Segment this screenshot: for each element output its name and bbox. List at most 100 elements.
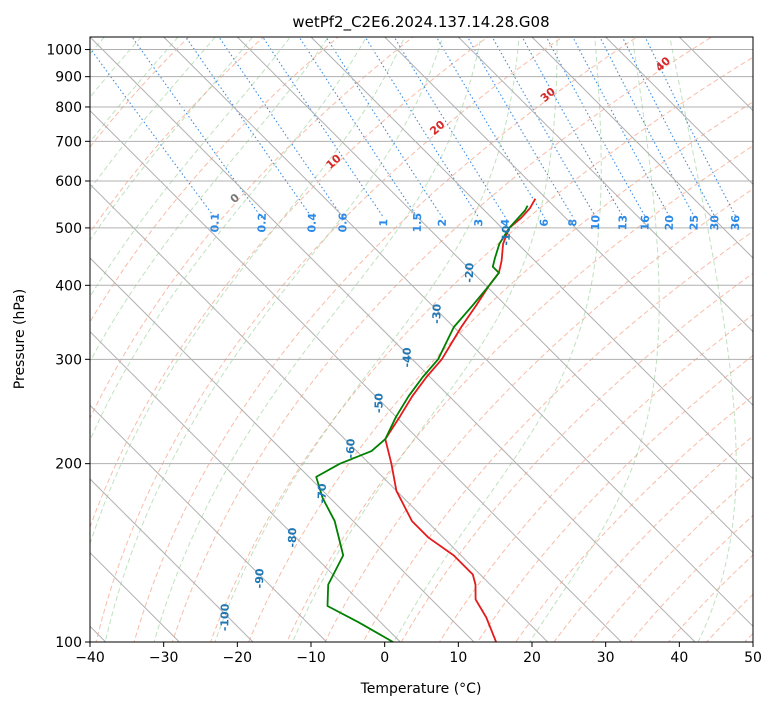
mixing-ratio-label: 13: [616, 215, 629, 231]
isotherm-line: [531, 37, 753, 259]
y-tick-label: 200: [55, 457, 82, 473]
isotherm-line: [90, 183, 549, 642]
moist-adiabat-line: [104, 37, 444, 642]
isotherm-label: -70: [315, 483, 329, 504]
y-tick-label: 1000: [46, 43, 82, 59]
isotherm-line: [457, 37, 753, 333]
mixing-ratio-lines: [90, 37, 737, 219]
dry-adiabat-line: [90, 37, 414, 420]
x-tick-label: 0: [380, 650, 389, 666]
mixing-ratio-line: [262, 37, 385, 219]
plot-area: 0.1 0.2 0.4 0.6 1 1.5 2 3 4 6 8 10 13 16 20 25 30 36 -100 -…: [90, 37, 753, 642]
isotherm-line: [90, 37, 696, 642]
moist-adiabat-line: [90, 37, 142, 99]
isotherm-line: [604, 37, 753, 186]
isotherm-line: [90, 478, 254, 642]
mixing-ratio-label: 2: [436, 219, 449, 227]
x-tick-label: 10: [449, 650, 467, 666]
isotherm-label: -20: [463, 262, 477, 283]
x-tick-label: −20: [223, 650, 253, 666]
dry-adiabat-line: [591, 475, 753, 642]
dry-adiabat-line: [209, 56, 753, 642]
x-tick-label: −40: [75, 650, 105, 666]
mixing-ratio-label: 10: [589, 214, 602, 230]
isotherm-line: [310, 37, 753, 480]
mixing-ratio-line: [599, 37, 696, 219]
dry-adiabats: [90, 37, 753, 642]
mixing-ratio-label: 20: [663, 215, 676, 231]
mixing-ratio-line: [521, 37, 625, 219]
moist-adiabat-line: [90, 37, 179, 143]
mixing-ratio-label: 4: [499, 218, 512, 226]
isotherm-line: [90, 257, 475, 642]
x-tick-label: 20: [523, 650, 541, 666]
mixing-ratio-label: 6: [538, 218, 551, 226]
mixing-ratio-label: 8: [566, 219, 579, 227]
dry-adiabat-line: [362, 230, 753, 642]
mixing-ratio-label: 0.4: [305, 212, 319, 232]
mixing-ratio-line: [572, 37, 671, 219]
mixing-ratio-label: 1.5: [411, 213, 425, 233]
dry-adiabat-line: [438, 313, 753, 642]
y-tick-label: 400: [55, 278, 82, 294]
isotherm-label: -50: [372, 393, 386, 414]
y-tick-label: 100: [55, 635, 82, 651]
moist-adiabat-line: [529, 37, 660, 642]
mixing-ratio-label: 0.6: [336, 212, 350, 232]
mixing-ratio-label: 25: [687, 215, 700, 231]
dry-adiabat-line: [286, 145, 753, 642]
mixing-ratio-label: 16: [638, 215, 651, 231]
guide-labels: 0.1 0.2 0.4 0.6 1 1.5 2 3 4 6 8 10 13 16 20 25 30 36 -100 -…: [208, 54, 742, 631]
plot-frame: [89, 36, 754, 643]
isotherm-label: -10: [499, 225, 513, 246]
profile-lines: [315, 198, 537, 642]
x-tick-label: 40: [670, 650, 688, 666]
y-tick-label: 900: [55, 70, 82, 86]
isotherm-line: [90, 109, 623, 642]
mixing-ratio-line: [435, 37, 546, 219]
isotherm-grid: [90, 37, 753, 642]
dry-adiabat-line: [553, 435, 753, 642]
dry-adiabat-line: [515, 395, 753, 642]
dry-adiabat-line: [95, 37, 564, 642]
isotherm-line: [383, 37, 753, 407]
isotherm-label: -100: [218, 603, 232, 631]
x-tick-label: −30: [149, 650, 179, 666]
x-tick-label: −10: [296, 650, 326, 666]
mixing-ratio-label: 3: [472, 219, 485, 227]
isotherm-line: [90, 404, 328, 642]
moist-adiabat-line: [669, 37, 737, 642]
moist-adiabat-line: [214, 37, 520, 642]
isotherm-label: -60: [344, 438, 358, 459]
dry-adiabat-line: [476, 354, 753, 642]
mixing-ratio-line: [185, 37, 313, 219]
isotherm-line: [90, 330, 402, 642]
dry-adiabat-line: [133, 37, 638, 642]
dry-adiabat-line: [171, 37, 713, 642]
mixing-ratio-label: 0.1: [208, 213, 222, 233]
mixing-ratio-line: [218, 37, 344, 219]
mixing-ratio-label: 0.2: [255, 213, 269, 233]
isotherm-label: -40: [400, 347, 414, 368]
y-tick-label: 600: [55, 174, 82, 190]
isotherm-line: [162, 37, 753, 628]
isotherm-label: -80: [286, 527, 300, 548]
mixing-ratio-line: [545, 37, 647, 219]
mixing-ratio-label: 1: [377, 219, 390, 227]
isotherm-label: -30: [430, 303, 444, 324]
mixing-ratio-label: 30: [708, 215, 721, 231]
dry-adiabat-line: [90, 37, 339, 323]
moist-adiabat-line: [90, 37, 329, 363]
x-axis-ticks: −40 −30 −20 −10 0 10 20 30 40 50: [75, 642, 762, 666]
mixing-ratio-line: [621, 37, 717, 219]
isotherm-label: -90: [253, 568, 267, 589]
y-axis-ticks: 1000 900 800 700 600 500 400 300 200 100: [46, 43, 90, 651]
mixing-ratio-line: [491, 37, 597, 219]
dry-adiabat-line: [324, 188, 753, 642]
temperature-profile-line: [384, 198, 537, 642]
y-tick-label: 800: [55, 100, 82, 116]
dry-adiabat-line: [248, 101, 753, 642]
moist-adiabat-line: [153, 37, 482, 642]
y-tick-label: 500: [55, 221, 82, 237]
